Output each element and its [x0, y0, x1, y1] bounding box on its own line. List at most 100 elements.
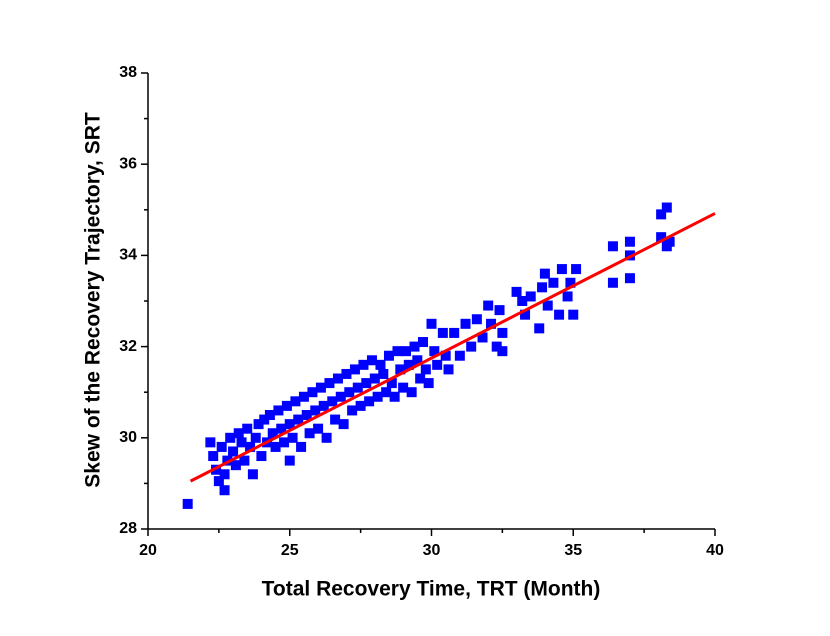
scatter-point — [247, 469, 258, 480]
scatter-point — [318, 400, 329, 411]
scatter-point — [389, 391, 400, 402]
scatter-point — [216, 441, 227, 452]
scatter-point — [208, 451, 219, 462]
scatter-point — [344, 387, 355, 398]
scatter-point — [230, 460, 241, 471]
scatter-point — [250, 432, 261, 443]
scatter-point — [369, 373, 380, 384]
fit-line — [189, 212, 716, 483]
y-tick-label: 32 — [119, 338, 137, 355]
scatter-point — [281, 400, 292, 411]
x-tick-label: 30 — [423, 542, 441, 559]
scatter-point — [491, 341, 502, 352]
scatter-point — [279, 437, 290, 448]
x-tick-label: 35 — [564, 542, 582, 559]
y-tick-label: 38 — [119, 64, 137, 81]
scatter-point — [273, 405, 284, 416]
scatter-point — [284, 419, 295, 430]
scatter-point — [477, 332, 488, 343]
scatter-point — [562, 291, 573, 302]
scatter-point — [324, 378, 335, 389]
scatter-point — [406, 387, 417, 398]
scatter-point — [432, 359, 443, 370]
scatter-point — [517, 296, 528, 306]
scatter-point — [341, 368, 352, 379]
scatter-point — [276, 423, 287, 434]
x-tick-label: 40 — [706, 542, 724, 559]
scatter-point — [661, 202, 672, 213]
scatter-point — [656, 232, 667, 243]
scatter-point — [267, 428, 278, 439]
scatter-point — [494, 305, 505, 316]
scatter-point — [270, 441, 281, 452]
y-tick-label: 30 — [119, 429, 137, 446]
scatter-point — [332, 373, 343, 384]
scatter-point — [409, 341, 420, 352]
scatter-point — [219, 485, 230, 496]
scatter-point — [222, 455, 233, 466]
scatter-point — [335, 391, 346, 402]
scatter-point — [330, 414, 341, 425]
scatter-point — [426, 318, 437, 329]
scatter-point — [366, 355, 377, 366]
scatter-point — [236, 437, 247, 448]
scatter-point — [381, 387, 392, 398]
scatter-point — [395, 364, 406, 375]
scatter-point — [440, 350, 451, 361]
scatter-point — [429, 346, 440, 357]
scatter-point — [307, 387, 318, 398]
scatter-point — [304, 428, 315, 439]
scatter-point — [443, 364, 454, 375]
scatter-point — [310, 405, 321, 416]
scatter-point — [182, 498, 193, 509]
scatter-point — [358, 359, 369, 370]
scatter-point — [423, 378, 434, 389]
y-tick-label: 34 — [119, 247, 137, 264]
scatter-point — [556, 264, 567, 275]
scatter-point — [386, 378, 397, 389]
scatter-point — [256, 451, 267, 462]
x-tick-label: 20 — [139, 542, 157, 559]
scatter-point — [398, 382, 409, 393]
scatter-point — [242, 423, 253, 434]
scatter-point — [624, 273, 635, 284]
scatter-point — [313, 423, 324, 434]
scatter-point — [327, 396, 338, 407]
scatter-point — [542, 300, 553, 311]
y-tick-label: 36 — [119, 155, 137, 172]
scatter-point — [471, 314, 482, 325]
scatter-point — [497, 327, 508, 338]
scatter-point — [338, 419, 349, 430]
scatter-point — [460, 318, 471, 329]
scatter-point — [412, 355, 423, 366]
scatter-point — [520, 309, 531, 320]
scatter-point — [554, 309, 565, 320]
scatter-point — [349, 364, 360, 375]
scatter-point — [315, 382, 326, 393]
scatter-point — [284, 455, 295, 466]
scatter-point — [347, 405, 358, 416]
scatter-point — [454, 350, 465, 361]
scatter-point — [624, 236, 635, 247]
scatter-point — [225, 432, 236, 443]
scatter-point — [293, 414, 304, 425]
y-tick-label: 28 — [119, 520, 137, 537]
scatter-point — [364, 396, 375, 407]
scatter-point — [298, 391, 309, 402]
scatter-point — [392, 346, 403, 357]
scatter-point — [205, 437, 216, 448]
scatter-point — [228, 446, 239, 457]
scatter-point — [571, 264, 582, 275]
x-axis-title: Total Recovery Time, TRT (Month) — [262, 578, 601, 601]
scatter-point — [355, 400, 366, 411]
scatter-point — [539, 268, 550, 279]
scatter-point — [375, 359, 386, 370]
scatter-point — [219, 469, 230, 480]
scatter-point — [378, 368, 389, 379]
scatter-point — [537, 282, 548, 293]
scatter-point — [511, 286, 522, 297]
scatter-point — [264, 410, 275, 420]
scatter-point — [607, 277, 618, 288]
scatter-point — [483, 300, 494, 311]
